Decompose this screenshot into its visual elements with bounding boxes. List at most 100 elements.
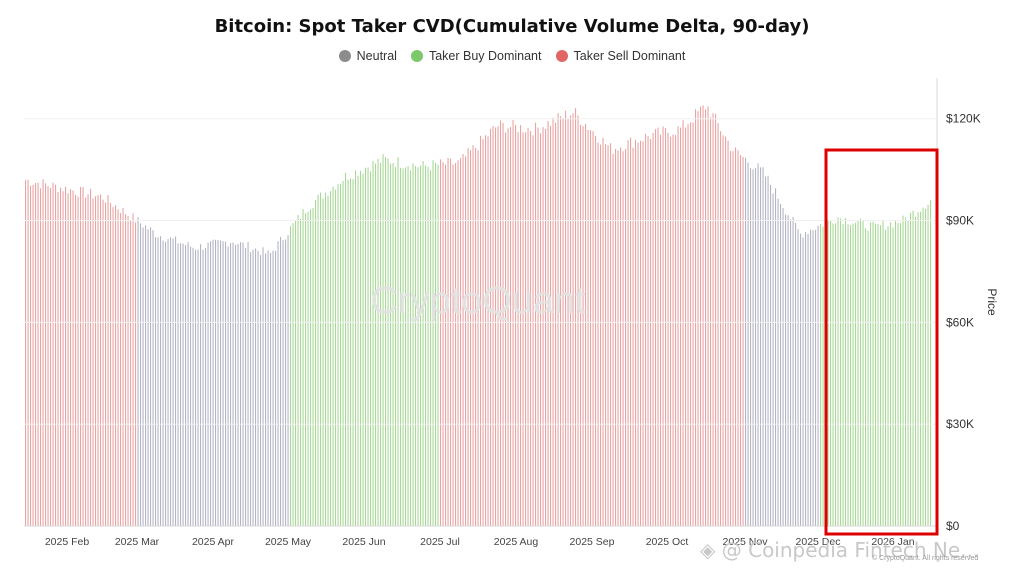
cvd-bar-sell <box>122 208 124 526</box>
cvd-bar-buy <box>430 170 432 526</box>
cvd-bar-sell <box>132 213 134 527</box>
cvd-bar-sell <box>592 131 594 526</box>
cvd-bar-buy <box>315 200 317 526</box>
cvd-bar-sell <box>95 196 97 526</box>
cvd-bar-buy <box>907 220 909 526</box>
cvd-bar-neutral <box>805 232 807 526</box>
cvd-bar-sell <box>700 106 702 527</box>
cvd-bar-buy <box>857 221 859 526</box>
x-tick-label: 2025 Feb <box>45 536 90 548</box>
cvd-bar-neutral <box>145 225 147 526</box>
cvd-bar-sell <box>117 209 119 526</box>
cvd-bar-sell <box>515 124 517 527</box>
diamond-logo-icon: ◈ <box>700 538 722 562</box>
cvd-bar-buy <box>422 161 424 526</box>
cvd-bar-neutral <box>195 249 197 527</box>
cvd-bar-sell <box>35 182 37 526</box>
cvd-bar-neutral <box>242 242 244 526</box>
cvd-bar-neutral <box>245 248 247 526</box>
cvd-bar-sell <box>645 133 647 526</box>
cvd-bar-sell <box>600 144 602 526</box>
cvd-bar-buy <box>427 166 429 526</box>
cvd-bar-sell <box>115 205 117 526</box>
cvd-bar-neutral <box>185 245 187 526</box>
cvd-bar-sell <box>120 213 122 526</box>
legend-item-neutral[interactable]: Neutral <box>338 49 397 63</box>
cvd-bar-neutral <box>265 253 267 526</box>
cvd-bar-sell <box>585 124 587 526</box>
cvd-bar-sell <box>632 147 634 526</box>
cvd-bar-sell <box>647 136 649 526</box>
x-tick-label: 2025 Mar <box>115 536 160 548</box>
cvd-bar-neutral <box>177 243 179 526</box>
cvd-bar-neutral <box>192 247 194 527</box>
cvd-bar-sell <box>697 111 699 526</box>
x-tick-label: 2025 Oct <box>646 536 689 548</box>
cvd-bar-neutral <box>222 241 224 526</box>
cvd-bar-neutral <box>237 244 239 526</box>
legend-swatch-neutral <box>338 50 351 62</box>
cvd-bar-neutral <box>797 229 799 526</box>
cvd-bar-sell <box>470 150 472 527</box>
cvd-bar-sell <box>712 113 714 526</box>
cvd-bar-buy <box>912 210 914 527</box>
cvd-bar-buy <box>827 219 829 526</box>
cvd-bar-neutral <box>817 225 819 527</box>
cvd-bar-neutral <box>225 241 227 526</box>
legend-label-taker-sell: Taker Sell Dominant <box>573 49 686 63</box>
cvd-bar-buy <box>897 223 899 526</box>
y-tick-label: $0 <box>946 519 960 533</box>
cvd-bar-sell <box>722 135 724 526</box>
cvd-bar-sell <box>662 126 664 526</box>
cvd-bar-buy <box>295 220 297 526</box>
cvd-bar-sell <box>75 194 77 526</box>
cvd-bar-buy <box>390 163 392 526</box>
cvd-bar-neutral <box>807 234 809 526</box>
cvd-bar-neutral <box>775 188 777 526</box>
cvd-bar-sell <box>587 129 589 527</box>
cvd-bar-buy <box>865 228 867 527</box>
cvd-bar-buy <box>885 229 887 527</box>
cvd-bar-sell <box>50 188 52 526</box>
cvd-bar-sell <box>452 164 454 526</box>
cvd-bar-buy <box>830 220 832 527</box>
x-tick-label: 2026 Jan <box>871 536 914 548</box>
watermark: CryptoQuant <box>370 280 586 322</box>
cvd-bar-neutral <box>232 242 234 526</box>
cvd-bar-sell <box>485 135 487 526</box>
cvd-bar-sell <box>130 220 132 526</box>
cvd-bar-buy <box>335 189 337 526</box>
cvd-bar-neutral <box>240 242 242 526</box>
cvd-bar-sell <box>512 120 514 526</box>
cvd-bar-buy <box>387 158 389 526</box>
cvd-bar-sell <box>125 214 127 527</box>
cvd-bar-buy <box>355 170 357 526</box>
cvd-bar-neutral <box>182 243 184 526</box>
cvd-bar-sell <box>650 139 652 526</box>
cvd-bar-buy <box>845 218 847 526</box>
x-tick-label: 2025 Dec <box>796 536 841 548</box>
cvd-bar-sell <box>657 127 659 526</box>
cvd-bar-neutral <box>767 175 769 526</box>
cvd-bar-buy <box>377 158 379 526</box>
cvd-bar-neutral <box>750 168 752 526</box>
cvd-bar-neutral <box>787 215 789 526</box>
cvd-bar-neutral <box>260 255 262 526</box>
cvd-bar-sell <box>660 134 662 527</box>
legend-label-taker-buy: Taker Buy Dominant <box>428 49 542 63</box>
cvd-bar-sell <box>552 117 554 526</box>
legend-item-taker-sell[interactable]: Taker Sell Dominant <box>555 49 686 63</box>
cvd-bar-sell <box>62 191 64 527</box>
cvd-bar-sell <box>32 184 34 527</box>
legend-item-taker-buy[interactable]: Taker Buy Dominant <box>410 49 542 63</box>
cvd-bar-neutral <box>802 237 804 526</box>
cvd-bar-neutral <box>137 217 139 526</box>
cvd-bar-sell <box>72 190 74 526</box>
cvd-bar-neutral <box>755 168 757 527</box>
cvd-bar-buy <box>877 223 879 526</box>
cvd-bar-sell <box>492 126 494 526</box>
cvd-bar-sell <box>572 113 574 527</box>
cvd-bar-buy <box>405 167 407 526</box>
cvd-bar-sell <box>540 133 542 526</box>
cvd-bar-neutral <box>160 236 162 526</box>
